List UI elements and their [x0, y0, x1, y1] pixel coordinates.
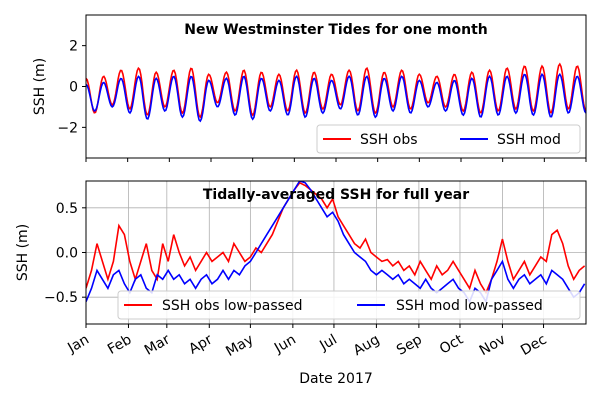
- bottom-x-tick-label: May: [223, 332, 256, 360]
- legend-label-ssh-obs-low-passed: SSH obs low-passed: [162, 298, 302, 314]
- bottom-x-tick-label: Sep: [394, 332, 425, 359]
- top-legend: SSH obs SSH mod: [316, 124, 581, 154]
- bottom-x-tick-label: Jul: [316, 332, 340, 355]
- bottom-panel: −0.5 0.0 0.5 Jan Feb Mar Apr May Jun Jul Aug Sep Oc…: [15, 180, 587, 387]
- legend-label-ssh-mod-low-passed: SSH mod low-passed: [396, 298, 543, 314]
- bottom-y-tick-label: 0.0: [56, 246, 78, 262]
- bottom-y-ticks: −0.5 0.0 0.5: [44, 201, 86, 306]
- bottom-x-tick-label: Feb: [105, 332, 135, 358]
- bottom-x-ticks: Jan Feb Mar Apr May Jun Jul Aug Sep Oct Nov Dec: [64, 324, 550, 360]
- top-y-ticks: −2 0 2: [57, 39, 86, 136]
- top-y-axis-label: SSH (m): [32, 58, 48, 115]
- series-line-ssh-obs: [85, 62, 587, 119]
- bottom-y-tick-label: 0.5: [56, 201, 78, 217]
- bottom-legend-box: [117, 290, 581, 320]
- bottom-x-tick-label: Jan: [64, 332, 92, 357]
- bottom-x-tick-label: Dec: [518, 332, 549, 359]
- series-line-ssh-mod: [85, 72, 587, 123]
- bottom-x-tick-label: Aug: [351, 332, 383, 360]
- top-chart-title: New Westminster Tides for one month: [184, 22, 487, 38]
- top-y-tick-label: −2: [57, 120, 78, 136]
- bottom-x-tick-label: Mar: [142, 331, 173, 358]
- bottom-chart-title: Tidally-averaged SSH for full year: [203, 187, 469, 203]
- bottom-y-tick-label: −0.5: [44, 290, 78, 306]
- top-x-ticks: [85, 158, 587, 162]
- bottom-series: [86, 181, 586, 304]
- legend-label-ssh-mod: SSH mod: [497, 132, 561, 148]
- series-line-ssh-mod-low-passed: [86, 181, 586, 304]
- series-line-ssh-obs-low-passed: [86, 181, 586, 295]
- top-legend-box: [316, 124, 581, 154]
- bottom-legend: SSH obs low-passed SSH mod low-passed: [117, 290, 581, 320]
- bottom-x-axis-label: Date 2017: [299, 371, 373, 387]
- bottom-x-tick-label: Nov: [477, 332, 509, 360]
- top-series: [85, 62, 587, 123]
- bottom-x-tick-label: Jun: [271, 332, 299, 357]
- bottom-y-axis-label: SSH (m): [15, 224, 31, 281]
- top-y-tick-label: 2: [69, 39, 78, 55]
- top-y-tick-label: 0: [69, 80, 78, 96]
- top-panel: −2 0 2 New Westminster Tides for one month…: [32, 14, 587, 162]
- bottom-x-tick-label: Apr: [186, 331, 215, 357]
- legend-label-ssh-obs: SSH obs: [360, 132, 418, 148]
- bottom-x-tick-label: Oct: [437, 331, 466, 357]
